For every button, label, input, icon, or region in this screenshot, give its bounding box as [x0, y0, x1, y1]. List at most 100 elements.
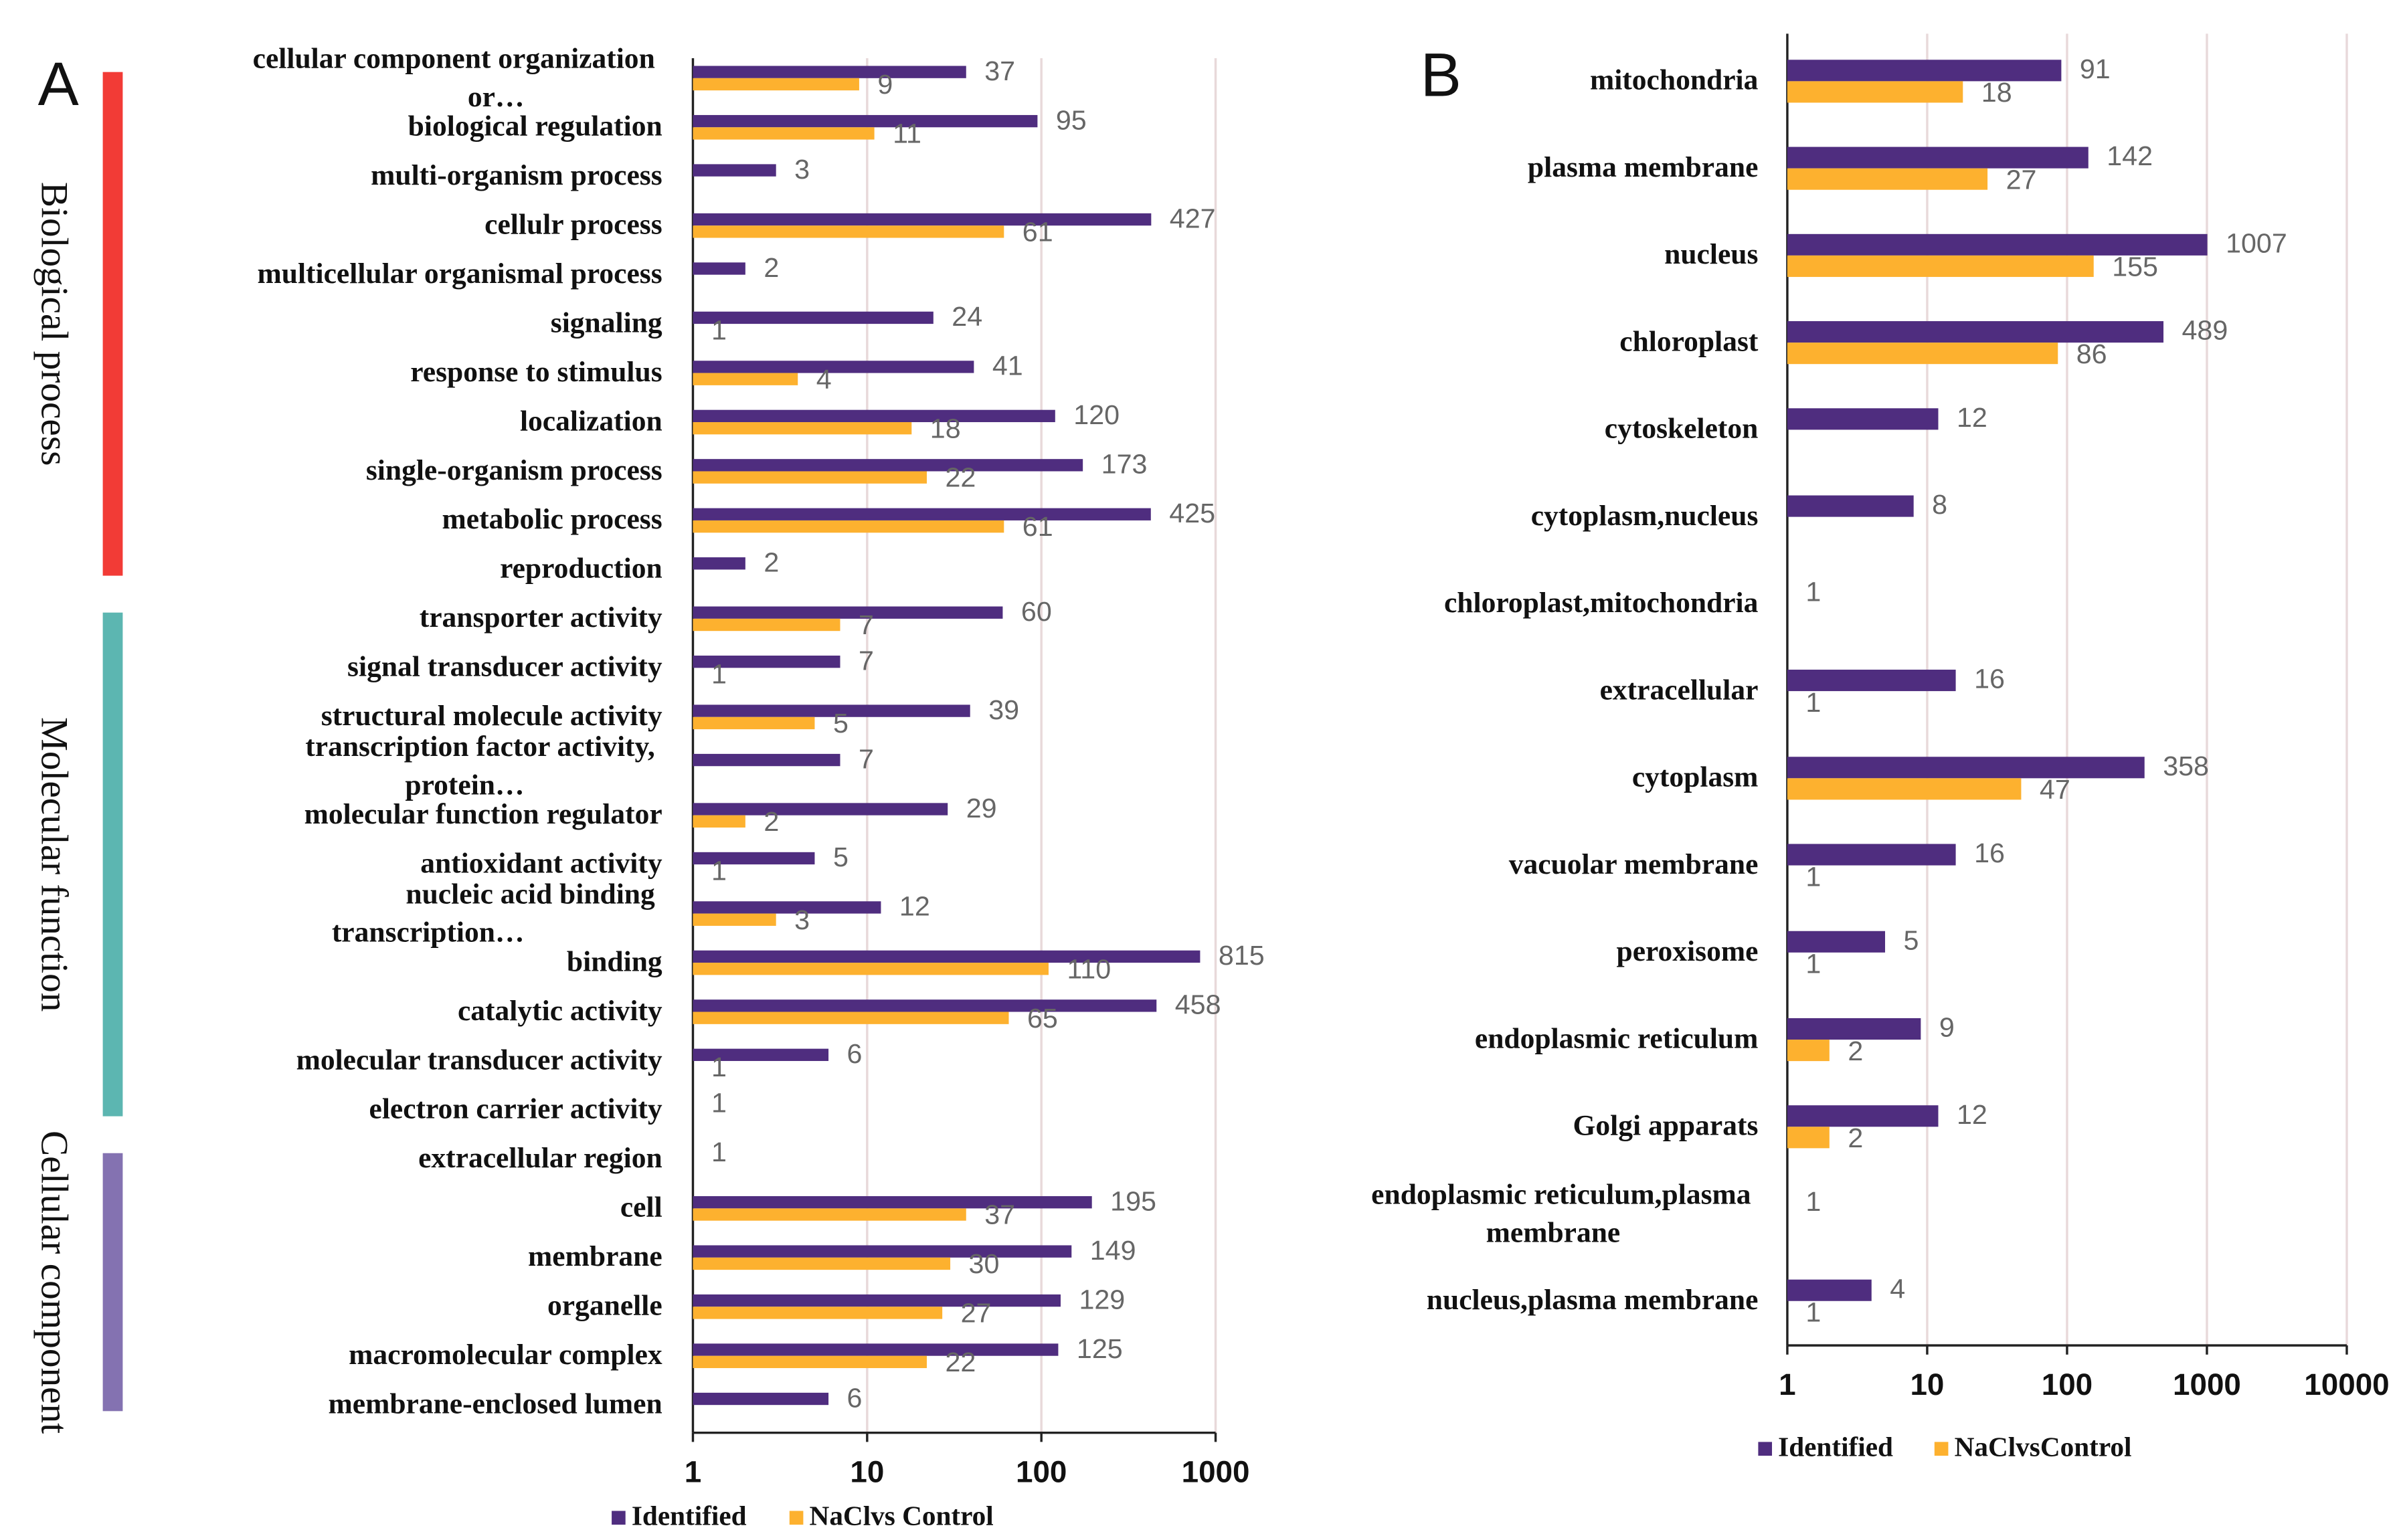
category-label: nucleus: [1664, 238, 1758, 270]
category-label: signaling: [551, 306, 662, 339]
value-label: 61: [1023, 511, 1053, 542]
bar: [693, 1355, 927, 1369]
value-label: 2: [1848, 1036, 1863, 1066]
value-label: 1007: [2226, 227, 2287, 258]
bar: [693, 127, 875, 140]
value-label: 489: [2182, 315, 2228, 346]
category-label: molecular transducer activity: [296, 1044, 662, 1076]
value-label: 6: [847, 1382, 863, 1413]
category-label: transporter activity: [420, 601, 662, 634]
category-label: localization: [520, 405, 662, 437]
value-label: 120: [1073, 399, 1120, 430]
value-label: 1: [711, 855, 727, 886]
category-label: chloroplast,mitochondria: [1444, 587, 1759, 619]
bar: [693, 803, 948, 815]
bar: [693, 164, 776, 177]
group-label: Biological process: [33, 182, 76, 466]
value-label: 4: [1890, 1273, 1905, 1304]
bar: [693, 459, 1083, 472]
category-label: extracellular: [1600, 674, 1759, 706]
value-label: 60: [1021, 596, 1052, 627]
bar: [693, 618, 840, 632]
value-label: 125: [1077, 1333, 1123, 1364]
legend-label: NaClvsControl: [1955, 1431, 2132, 1462]
value-label: 12: [1957, 402, 1987, 433]
bar: [693, 213, 1152, 226]
category-label: signal transducer activity: [347, 651, 662, 683]
bar: [693, 66, 966, 78]
bar: [693, 901, 881, 914]
category-label: mitochondria: [1590, 64, 1759, 96]
value-label: 18: [1981, 77, 2012, 108]
value-label: 27: [2006, 164, 2037, 195]
bar: [693, 409, 1055, 423]
bar: [693, 704, 970, 717]
category-label: cell: [620, 1191, 662, 1224]
bar: [1787, 1105, 1939, 1127]
bar: [1787, 1127, 1830, 1149]
value-label: 5: [833, 708, 849, 739]
value-label: 16: [1974, 838, 2005, 868]
bar: [1787, 343, 2058, 365]
category-label: reproduction: [500, 553, 662, 585]
bar: [1787, 81, 1963, 103]
value-label: 41: [992, 351, 1023, 381]
category-label: antioxidant activity: [420, 847, 662, 879]
bar: [693, 1196, 1092, 1209]
category-label: plasma membrane: [1528, 151, 1758, 183]
bar: [1787, 408, 1939, 430]
category-label: membrane-enclosed lumen: [329, 1387, 662, 1420]
group-bar: [102, 1153, 123, 1412]
value-label: 9: [1939, 1012, 1955, 1043]
value-label: 7: [859, 645, 874, 676]
value-label: 2: [764, 547, 779, 577]
bar: [693, 999, 1157, 1012]
value-label: 12: [1957, 1099, 1987, 1130]
value-label: 7: [859, 743, 874, 774]
value-label: 5: [1904, 925, 1919, 955]
bar: [693, 716, 815, 730]
value-label: 1: [1805, 1186, 1821, 1217]
value-label: 91: [2080, 54, 2111, 84]
bar: [693, 913, 776, 926]
category-label: single-organism process: [366, 454, 662, 486]
category-label: extracellular region: [418, 1142, 662, 1174]
bar: [693, 262, 745, 275]
value-label: 1: [711, 1137, 727, 1167]
value-label: 30: [969, 1248, 1000, 1279]
bar: [1787, 931, 1886, 953]
category-label: response to stimulus: [410, 356, 662, 388]
bar: [693, 1307, 943, 1319]
value-label: 39: [988, 694, 1019, 725]
bar: [1787, 233, 2208, 256]
bar: [693, 753, 840, 767]
category-label: multi-organism process: [371, 159, 662, 191]
value-label: 173: [1101, 449, 1148, 480]
category-label: membrane: [528, 1240, 662, 1272]
value-label: 815: [1219, 940, 1265, 971]
category-label: cytoskeleton: [1605, 413, 1759, 445]
category-label: catalytic activity: [458, 995, 662, 1027]
value-label: 1: [1805, 1297, 1821, 1328]
value-label: 195: [1110, 1185, 1156, 1216]
value-label: 427: [1170, 203, 1216, 233]
category-label: organelle: [547, 1290, 662, 1322]
bar: [693, 422, 912, 435]
category-label: metabolic process: [442, 503, 662, 535]
category-label: structural molecule activity: [321, 700, 662, 732]
value-label: 8: [1932, 489, 1947, 520]
value-label: 27: [961, 1298, 992, 1329]
category-label: chloroplast: [1619, 325, 1759, 357]
value-label: 149: [1090, 1235, 1136, 1266]
bar: [693, 655, 840, 668]
bar: [693, 1245, 1072, 1258]
value-label: 142: [2107, 140, 2153, 171]
bar: [1787, 670, 1956, 692]
category-label: macromolecular complex: [349, 1339, 662, 1371]
bar: [693, 963, 1049, 975]
value-label: 16: [1974, 664, 2005, 694]
bar: [693, 114, 1038, 128]
bar: [693, 1257, 951, 1270]
value-label: 37: [984, 56, 1015, 86]
category-label: cytoplasm: [1632, 761, 1759, 793]
